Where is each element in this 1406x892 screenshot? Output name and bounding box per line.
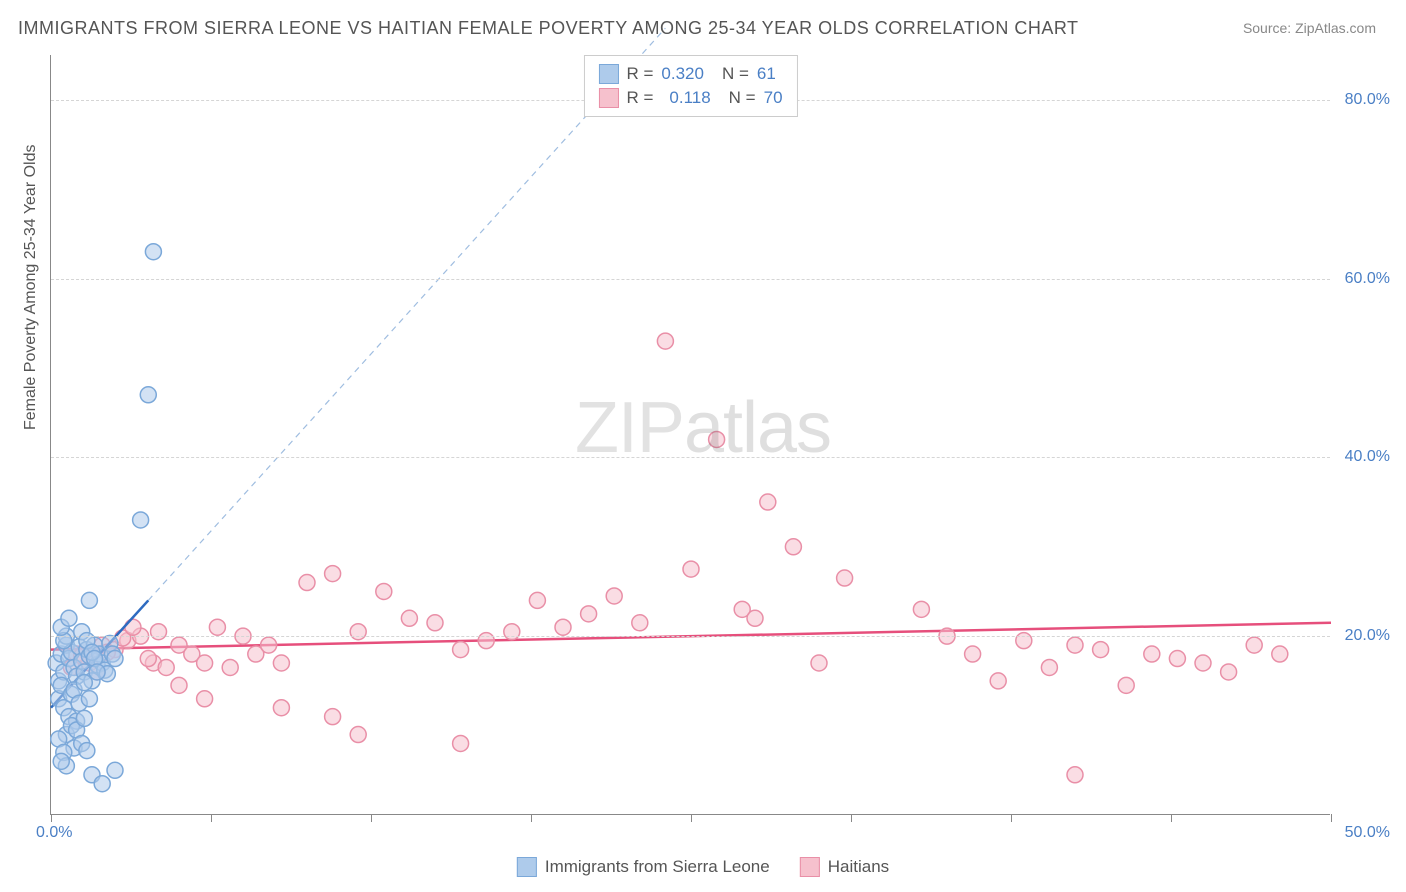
legend-correlation: R = 0.320 N = 61 R = 0.118 N = 70: [583, 55, 797, 117]
legend-r-label-a: R =: [626, 62, 653, 86]
x-tick: [691, 814, 692, 822]
legend-row-series-a: R = 0.320 N = 61: [598, 62, 782, 86]
legend-bottom-swatch-b: [800, 857, 820, 877]
y-tick-label: 80.0%: [1335, 91, 1390, 109]
y-tick-label: 60.0%: [1335, 270, 1390, 288]
chart-title: IMMIGRANTS FROM SIERRA LEONE VS HAITIAN …: [18, 18, 1079, 39]
x-tick: [1331, 814, 1332, 822]
y-tick-label: 20.0%: [1335, 627, 1390, 645]
legend-n-label-a: N =: [722, 62, 749, 86]
legend-row-series-b: R = 0.118 N = 70: [598, 86, 782, 110]
gridline-h: [51, 279, 1330, 280]
legend-swatch-b: [598, 88, 618, 108]
x-tick: [851, 814, 852, 822]
legend-n-label-b: N =: [729, 86, 756, 110]
legend-n-value-a: 61: [757, 62, 776, 86]
legend-swatch-a: [598, 64, 618, 84]
gridline-h: [51, 457, 1330, 458]
x-axis-max-label: 50.0%: [1345, 824, 1390, 842]
legend-r-value-a: 0.320: [661, 62, 704, 86]
plot-area: R = 0.320 N = 61 R = 0.118 N = 70 0.0% 5…: [50, 55, 1330, 815]
x-tick: [531, 814, 532, 822]
x-tick: [1011, 814, 1012, 822]
legend-n-value-b: 70: [764, 86, 783, 110]
legend-bottom-label-a: Immigrants from Sierra Leone: [545, 857, 770, 877]
gridline-h: [51, 636, 1330, 637]
y-axis-title: Female Poverty Among 25-34 Year Olds: [22, 145, 40, 431]
x-tick: [211, 814, 212, 822]
y-tick-label: 40.0%: [1335, 448, 1390, 466]
source-credit: Source: ZipAtlas.com: [1243, 20, 1376, 36]
x-axis-min-label: 0.0%: [36, 824, 72, 842]
legend-series: Immigrants from Sierra Leone Haitians: [517, 857, 889, 877]
legend-item-b: Haitians: [800, 857, 889, 877]
legend-bottom-label-b: Haitians: [828, 857, 889, 877]
legend-r-value-b: 0.118: [669, 86, 710, 110]
x-tick: [1171, 814, 1172, 822]
legend-item-a: Immigrants from Sierra Leone: [517, 857, 770, 877]
legend-bottom-swatch-a: [517, 857, 537, 877]
legend-r-label-b: R =: [626, 86, 653, 110]
x-tick: [371, 814, 372, 822]
x-tick: [51, 814, 52, 822]
chart-svg: [51, 55, 1330, 814]
